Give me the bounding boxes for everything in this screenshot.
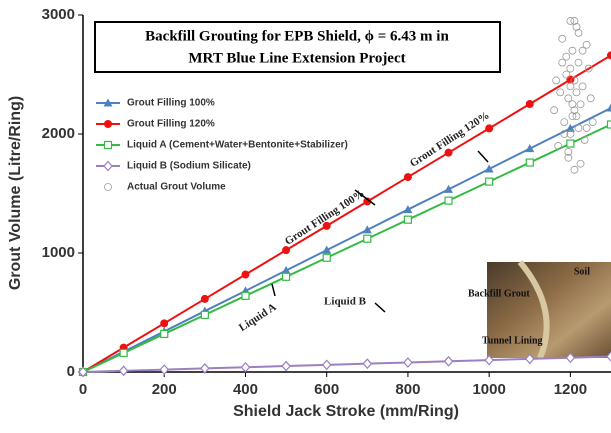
- marker: [445, 197, 452, 204]
- marker: [561, 119, 568, 126]
- marker: [577, 101, 584, 108]
- marker: [241, 363, 249, 372]
- marker: [364, 235, 371, 242]
- marker: [577, 160, 584, 167]
- legend-label: Liquid A (Cement+Water+Bentonite+Stabili…: [127, 140, 348, 151]
- legend-marker: [105, 142, 112, 149]
- chart-title: MRT Blue Line Extension Project: [188, 50, 405, 66]
- marker: [587, 95, 594, 102]
- annotation: Grout Filling 100%: [283, 187, 367, 247]
- legend-label: Liquid B (Sodium Silicate): [127, 161, 251, 172]
- marker: [569, 101, 576, 108]
- marker: [579, 83, 586, 90]
- y-tick-label: 3000: [42, 6, 75, 23]
- annotation: Liquid A: [237, 301, 279, 334]
- x-axis-title: Shield Jack Stroke (mm/Ring): [233, 403, 459, 420]
- marker: [485, 124, 493, 132]
- x-tick-label: 0: [79, 381, 87, 398]
- x-tick-label: 600: [314, 381, 339, 398]
- marker: [241, 271, 249, 279]
- y-tick-label: 0: [67, 363, 75, 380]
- y-tick-label: 2000: [42, 125, 75, 142]
- annotation: Grout Filling 120%: [408, 109, 492, 169]
- marker: [559, 59, 566, 66]
- marker: [569, 47, 576, 54]
- legend-marker: [104, 120, 112, 128]
- y-axis-title: Grout Volume (Litre/Ring): [7, 96, 24, 290]
- marker: [567, 83, 574, 90]
- marker: [161, 330, 168, 337]
- marker: [575, 125, 582, 132]
- marker: [201, 295, 209, 303]
- marker: [526, 159, 533, 166]
- marker: [575, 59, 582, 66]
- marker: [526, 100, 534, 108]
- annotation-arrow: [272, 284, 275, 296]
- marker: [445, 149, 453, 157]
- marker: [559, 35, 566, 42]
- marker: [120, 349, 127, 356]
- annotation: Liquid B: [324, 296, 367, 308]
- marker: [583, 41, 590, 48]
- annotation-arrow: [375, 303, 385, 312]
- marker: [557, 89, 564, 96]
- marker: [404, 216, 411, 223]
- marker: [160, 319, 168, 327]
- y-tick-label: 1000: [42, 244, 75, 261]
- chart: Backfill Grouting for EPB Shield, ϕ = 6.…: [0, 0, 611, 428]
- marker: [242, 292, 249, 299]
- legend-marker: [105, 184, 112, 191]
- marker: [583, 125, 590, 132]
- marker: [201, 311, 208, 318]
- marker: [404, 358, 412, 367]
- marker: [567, 140, 574, 147]
- marker: [567, 65, 574, 72]
- marker: [323, 254, 330, 261]
- marker: [363, 359, 371, 368]
- chart-title: Backfill Grouting for EPB Shield, ϕ = 6.…: [145, 28, 449, 44]
- marker: [573, 89, 580, 96]
- marker: [445, 357, 453, 366]
- marker: [282, 362, 290, 371]
- x-tick-label: 400: [233, 381, 258, 398]
- inset-label: Soil: [574, 266, 590, 277]
- marker: [323, 360, 331, 369]
- annotation-arrow: [478, 151, 488, 162]
- marker: [589, 119, 596, 126]
- x-tick-label: 800: [395, 381, 420, 398]
- marker: [571, 17, 578, 24]
- inset-label: Tunnel Lining: [482, 335, 543, 346]
- marker: [551, 107, 558, 114]
- x-tick-label: 200: [152, 381, 177, 398]
- inset-label: Backfill Grout: [468, 288, 530, 299]
- legend-label: Grout Filling 100%: [127, 98, 215, 109]
- marker: [553, 77, 560, 84]
- marker: [608, 121, 611, 128]
- x-tick-label: 1200: [554, 381, 587, 398]
- marker: [120, 366, 128, 375]
- legend-label: Actual Grout Volume: [127, 182, 226, 193]
- marker: [283, 273, 290, 280]
- marker: [486, 178, 493, 185]
- marker: [404, 173, 412, 181]
- marker: [160, 365, 168, 374]
- marker: [571, 166, 578, 173]
- marker: [567, 17, 574, 24]
- legend-marker: [104, 162, 112, 171]
- x-tick-label: 1000: [472, 381, 505, 398]
- legend-label: Grout Filling 120%: [127, 119, 215, 130]
